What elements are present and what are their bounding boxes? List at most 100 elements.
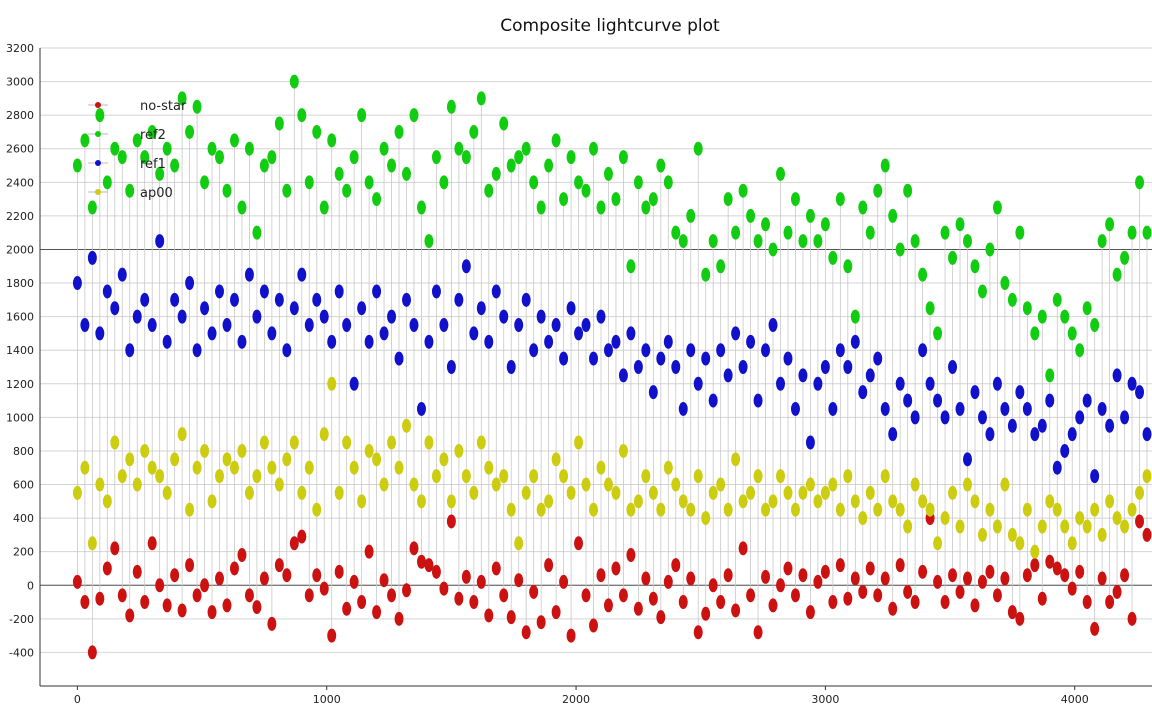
data-point bbox=[132, 133, 142, 148]
data-point bbox=[521, 292, 531, 307]
y-tick-label: -200 bbox=[9, 613, 34, 626]
data-point bbox=[319, 309, 329, 324]
data-point bbox=[200, 301, 210, 316]
data-point bbox=[147, 124, 157, 139]
data-point bbox=[1075, 564, 1085, 579]
data-point bbox=[469, 595, 479, 610]
data-point bbox=[776, 166, 786, 181]
data-point bbox=[461, 569, 471, 584]
data-point bbox=[1067, 427, 1077, 442]
data-point bbox=[656, 158, 666, 173]
data-point bbox=[1105, 217, 1115, 232]
data-point bbox=[701, 351, 711, 366]
data-point bbox=[529, 584, 539, 599]
data-point bbox=[1030, 558, 1040, 573]
y-tick-label: 0 bbox=[27, 579, 34, 592]
data-point bbox=[663, 175, 673, 190]
data-point bbox=[484, 183, 494, 198]
data-point bbox=[903, 519, 913, 534]
data-point bbox=[1120, 568, 1130, 583]
data-point bbox=[738, 183, 748, 198]
data-point bbox=[865, 225, 875, 240]
data-point bbox=[1142, 469, 1152, 484]
data-point bbox=[454, 591, 464, 606]
data-point bbox=[506, 158, 516, 173]
data-point bbox=[873, 183, 883, 198]
data-point bbox=[110, 435, 120, 450]
data-point bbox=[282, 183, 292, 198]
data-point bbox=[304, 588, 314, 603]
data-point bbox=[1142, 427, 1152, 442]
data-point bbox=[1097, 234, 1107, 249]
data-point bbox=[663, 460, 673, 475]
data-point bbox=[237, 548, 247, 563]
data-point bbox=[671, 477, 681, 492]
data-point bbox=[933, 393, 943, 408]
data-point bbox=[237, 200, 247, 215]
data-point bbox=[1067, 536, 1077, 551]
data-point bbox=[865, 485, 875, 500]
data-point bbox=[828, 595, 838, 610]
data-point bbox=[880, 401, 890, 416]
data-point bbox=[1105, 418, 1115, 433]
data-point bbox=[536, 309, 546, 324]
data-point bbox=[409, 318, 419, 333]
data-point bbox=[140, 292, 150, 307]
data-point bbox=[72, 158, 82, 173]
data-point bbox=[506, 360, 516, 374]
data-point bbox=[589, 618, 599, 633]
data-point bbox=[379, 573, 389, 588]
data-point bbox=[731, 603, 741, 618]
data-point bbox=[880, 158, 890, 173]
data-point bbox=[102, 561, 112, 576]
data-point bbox=[424, 334, 434, 349]
data-point bbox=[215, 150, 225, 165]
data-point bbox=[1082, 393, 1092, 408]
data-point bbox=[80, 318, 90, 333]
data-point bbox=[80, 460, 90, 475]
data-point bbox=[312, 124, 322, 139]
data-point bbox=[342, 183, 352, 198]
data-point bbox=[439, 175, 449, 190]
data-point bbox=[229, 133, 239, 148]
data-point bbox=[155, 234, 165, 249]
data-point bbox=[387, 158, 397, 173]
data-point bbox=[431, 469, 441, 484]
data-point bbox=[162, 141, 172, 156]
data-point bbox=[551, 133, 561, 148]
data-point bbox=[454, 443, 464, 458]
data-point bbox=[491, 166, 501, 181]
data-point bbox=[589, 502, 599, 517]
data-point bbox=[155, 578, 165, 593]
data-point bbox=[252, 309, 262, 324]
data-point bbox=[618, 443, 628, 458]
data-point bbox=[858, 511, 868, 526]
data-point bbox=[244, 588, 254, 603]
data-point bbox=[95, 326, 105, 341]
data-point bbox=[1022, 301, 1032, 316]
data-point bbox=[656, 502, 666, 517]
data-point bbox=[1127, 376, 1137, 391]
chart-title: Composite lightcurve plot bbox=[500, 16, 720, 36]
data-point bbox=[1052, 292, 1062, 307]
data-point bbox=[940, 410, 950, 425]
data-point bbox=[746, 208, 756, 223]
data-point bbox=[731, 452, 741, 467]
data-point bbox=[581, 588, 591, 603]
data-point bbox=[327, 133, 337, 148]
data-point bbox=[835, 192, 845, 207]
data-point bbox=[970, 598, 980, 613]
y-tick-label: 1800 bbox=[6, 277, 34, 290]
data-point bbox=[1015, 225, 1025, 240]
data-point bbox=[274, 116, 284, 131]
data-point bbox=[701, 511, 711, 526]
data-point bbox=[1097, 571, 1107, 586]
data-point bbox=[431, 150, 441, 165]
data-point bbox=[895, 558, 905, 573]
data-point bbox=[888, 427, 898, 442]
data-point bbox=[379, 326, 389, 341]
data-point bbox=[506, 610, 516, 625]
data-point bbox=[798, 234, 808, 249]
data-point bbox=[671, 558, 681, 573]
data-point bbox=[940, 511, 950, 526]
